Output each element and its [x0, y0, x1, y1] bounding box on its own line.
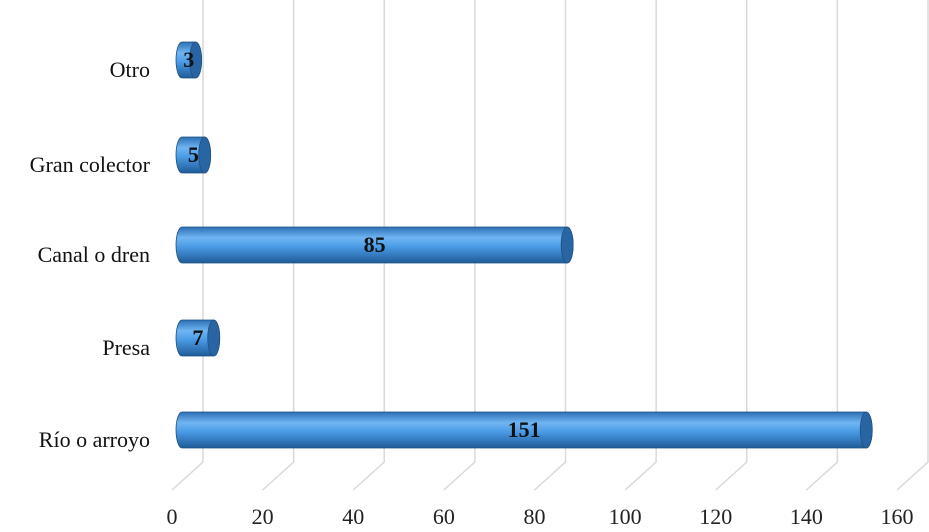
bar-cap — [207, 319, 221, 357]
x-tick-label: 80 — [524, 504, 546, 529]
y-tick-label: Presa — [102, 335, 150, 360]
bar-cap — [859, 411, 873, 449]
grid-line — [262, 0, 295, 491]
value-label: 3 — [183, 47, 194, 72]
x-tick-label: 100 — [609, 504, 642, 529]
grid-line — [443, 0, 476, 491]
grid-line — [352, 0, 385, 491]
value-label: 5 — [188, 142, 199, 167]
bar-cap — [189, 41, 202, 79]
bar-cap — [198, 136, 212, 174]
x-tick-label: 160 — [881, 504, 914, 529]
value-label: 85 — [364, 232, 386, 257]
value-label: 7 — [192, 325, 203, 350]
grid-line — [624, 0, 657, 491]
x-tick-label: 140 — [790, 504, 823, 529]
y-tick-label: Gran colector — [30, 152, 151, 177]
grid-line — [715, 0, 748, 491]
y-tick-label: Otro — [110, 57, 150, 82]
x-tick-label: 60 — [433, 504, 455, 529]
y-tick-label: Canal o dren — [38, 242, 150, 267]
x-tick-label: 40 — [342, 504, 364, 529]
y-tick-label: Río o arroyo — [39, 427, 150, 452]
x-tick-label: 0 — [167, 504, 178, 529]
grid-line — [805, 0, 839, 491]
bar-cap — [560, 226, 574, 264]
x-tick-label: 120 — [699, 504, 732, 529]
grid-line — [896, 0, 929, 491]
x-tick-label: 20 — [252, 504, 274, 529]
grid-line — [533, 0, 567, 491]
value-label: 151 — [508, 417, 541, 442]
